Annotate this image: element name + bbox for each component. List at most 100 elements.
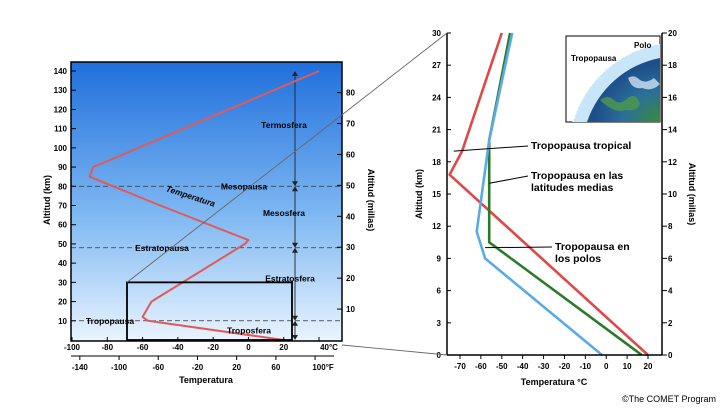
annotation-leader-line (485, 246, 553, 249)
boundary-label: Estratopausa (135, 243, 189, 253)
layer-label: Mesosfera (263, 208, 305, 218)
y2-tick-label: 16 (668, 93, 677, 102)
x-tick-label: 10 (623, 362, 632, 371)
layer-label: Troposfera (227, 325, 271, 335)
y-tick-label: 15 (432, 190, 441, 199)
x-tick-label-fahrenheit: 60 (271, 363, 280, 372)
x-tick-label-celsius: -60 (137, 343, 149, 352)
y-tick-label: 10 (58, 317, 67, 326)
left-plot-background (71, 62, 342, 341)
y2-tick-label: 80 (346, 89, 355, 98)
continent-shape (600, 96, 640, 111)
y-tick-label: 60 (58, 221, 67, 230)
y2-tick-label: 4 (668, 287, 673, 296)
y2-tick-label: 30 (346, 243, 355, 252)
y2-tick-label: 20 (346, 274, 355, 283)
y2-tick-label: 6 (668, 254, 673, 263)
layer-label: Estratosfera (265, 274, 315, 284)
y-tick-label: 0 (437, 351, 442, 360)
boundary-label: Mesopausa (221, 181, 268, 191)
y2-tick-label: 18 (668, 61, 677, 70)
inset-pole-label: Polo (634, 41, 651, 50)
y-tick-label: 18 (432, 158, 441, 167)
left-y-axis-title: Altitud (km) (42, 175, 52, 225)
x-tick-label: -10 (580, 362, 592, 371)
x-tick-label: -50 (496, 362, 508, 371)
x-tick-label-fahrenheit: -60 (152, 363, 164, 372)
zoom-connector-top (126, 32, 448, 283)
y-tick-label: 24 (432, 93, 441, 102)
y-tick-label: 110 (54, 125, 67, 134)
left-y2-axis-title: Altitud (millas) (366, 169, 376, 232)
y2-tick-label: 2 (668, 319, 673, 328)
arrow-down-head (292, 335, 298, 340)
right-y-axis-title: Altitud (km) (414, 169, 424, 219)
y2-tick-label: 0 (668, 351, 673, 360)
y2-tick-label: 12 (668, 158, 677, 167)
x-tick-label-celsius: -80 (102, 343, 114, 352)
arrow-up-head (292, 247, 298, 253)
x-tick-label: -60 (475, 362, 487, 371)
y2-tick-label: 10 (668, 190, 677, 199)
earth-surface (587, 58, 660, 122)
inset-tropopause-label: Tropopausa (571, 54, 617, 63)
y2-tick-label: 70 (346, 120, 355, 129)
y-tick-label: 70 (58, 202, 67, 211)
y-tick-label: 90 (58, 163, 67, 172)
right-x-axis-title: Temperatura °C (521, 377, 588, 387)
boundary-label: Tropopausa (86, 316, 134, 326)
x-tick-label: -20 (559, 362, 571, 371)
annotation-label: Tropopausa tropical (531, 140, 631, 152)
y-tick-label: 20 (58, 298, 67, 307)
x-tick-label: 20 (644, 362, 653, 371)
y2-tick-label: 60 (346, 150, 355, 159)
annotation-label: latitudes medias (531, 182, 613, 194)
x-tick-label: -40 (517, 362, 529, 371)
y-tick-label: 130 (54, 86, 68, 95)
y2-tick-label: 50 (346, 181, 355, 190)
x-tick-label: -30 (538, 362, 550, 371)
x-tick-label-celsius: 20 (279, 343, 288, 352)
y-tick-label: 6 (437, 287, 442, 296)
y-tick-label: 100 (54, 144, 68, 153)
arrow-down-head (292, 315, 298, 321)
annotation-leader-line (453, 145, 529, 152)
y-tick-label: 27 (432, 61, 441, 70)
y2-tick-label: 20 (668, 29, 677, 38)
annotation-label: Tropopausa en las (531, 170, 623, 182)
arrow-down-head (292, 242, 298, 248)
x-tick-label-celsius: 40°C (320, 343, 338, 352)
annotation-leader-line (489, 175, 529, 184)
y-tick-label: 80 (58, 182, 67, 191)
right-y2-axis-title: Altitud (millas) (687, 163, 697, 226)
credit-text: ©The COMET Program (622, 394, 716, 404)
zoom-connector-bottom (341, 344, 448, 356)
x-tick-label-fahrenheit: -20 (192, 363, 204, 372)
x-tick-label-celsius: -20 (207, 343, 219, 352)
x-tick-label-fahrenheit: 20 (232, 363, 241, 372)
y2-tick-label: 40 (346, 212, 355, 221)
x-tick-label-celsius: -40 (172, 343, 184, 352)
y-tick-label: 50 (58, 240, 67, 249)
y-tick-label: 140 (54, 67, 68, 76)
x-tick-label: 0 (604, 362, 609, 371)
x-tick-label-celsius: 0 (246, 343, 251, 352)
cloud-shape (628, 76, 660, 90)
profile-line (475, 32, 603, 357)
y-tick-label: 9 (437, 254, 442, 263)
right-chart: Tropopausa Polo Tropopausa tropical Tropo… (414, 29, 697, 387)
y-tick-label: 40 (58, 259, 67, 268)
arrow-down-head (292, 181, 298, 187)
x-tick-label: -70 (454, 362, 466, 371)
x-tick-label-celsius: -100 (64, 343, 81, 352)
layer-label: Termosfera (261, 120, 307, 130)
profile-line (448, 32, 649, 356)
x-tick-label-fahrenheit: -100 (111, 363, 128, 372)
arrow-up-head (292, 71, 298, 76)
annotation-label: Tropopausa en (555, 241, 630, 253)
left-x-axis-title: Temperatura (179, 375, 234, 385)
polar-globe-inset: Tropopausa Polo (565, 35, 661, 123)
left-chart: Mesopausa Estratopausa Tropopausa Temperat… (42, 61, 376, 385)
